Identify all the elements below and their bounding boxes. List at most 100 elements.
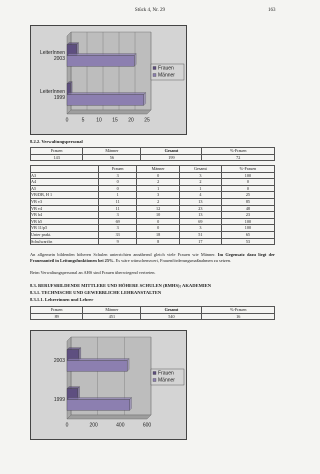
- bar-front: [66, 94, 144, 106]
- table: Frauen Männer Gesamt %-Frauen 89 451 540 16: [29, 306, 275, 321]
- cell: 53: [220, 237, 276, 246]
- bar-top: [66, 358, 130, 361]
- section-heading: 8.3. BERUFSBILDENDE MITTLERE UND HÖHERE …: [30, 283, 212, 288]
- cell: 3: [97, 211, 138, 219]
- plot-floor: [66, 414, 152, 420]
- header-cell: %-Frauen: [201, 147, 275, 155]
- bar-top: [66, 397, 133, 400]
- bar-top: [66, 53, 137, 56]
- cell: 2: [178, 178, 222, 186]
- x-tick-label: 400: [116, 422, 125, 428]
- table-row: A4 0 2 2 0: [30, 178, 276, 186]
- cell: 89: [29, 312, 84, 321]
- cell: 33: [97, 230, 138, 239]
- y-tick-label: 2003: [53, 357, 65, 364]
- cell: 4: [178, 191, 222, 199]
- x-tick-label: 0: [66, 422, 69, 428]
- header-cell: Frauen: [97, 165, 138, 173]
- cell: 3: [97, 224, 138, 232]
- text: An allgemein bildenden höheren Schulen u…: [30, 252, 218, 257]
- table: Frauen Männer Gesamt %-Frauen A3 3 0 3 100 A4 0 2 2 0…: [30, 165, 276, 246]
- bar-top: [66, 347, 82, 350]
- legend-box: [150, 63, 185, 81]
- y-tick-label-box: LeiterInnen 2003: [40, 50, 65, 62]
- cell: VB 11/p5: [30, 224, 99, 232]
- bar: [66, 386, 81, 400]
- x-tick-label: 20: [128, 117, 134, 123]
- legend-label: Männer: [158, 72, 175, 78]
- header-cell: Männer: [82, 306, 142, 314]
- bar: [66, 397, 133, 411]
- cell: 11: [97, 204, 138, 213]
- header-cell: [30, 165, 99, 173]
- table: Frauen Männer Gesamt %-Frauen 143 56 199 72: [29, 147, 275, 162]
- y-tick-label-box: LeiterInnen 1999: [40, 89, 65, 101]
- cell: 1: [97, 191, 138, 199]
- cell: 540: [140, 312, 203, 321]
- cell: 143: [29, 153, 84, 162]
- header-cell: %-Frauen: [201, 306, 275, 314]
- section-heading: 8.2.2. Verwaltungspersonal: [30, 139, 83, 144]
- bar-front: [66, 55, 135, 67]
- x-tick-label: 200: [89, 422, 98, 428]
- header-cell: Gesamt: [140, 147, 203, 155]
- cell: 23: [178, 204, 222, 213]
- bar: [66, 358, 130, 372]
- header-cell: Männer: [136, 165, 180, 173]
- table-row: VB v4 11 12 23 48: [30, 204, 276, 213]
- cell: 13: [178, 211, 222, 219]
- cell: 85: [220, 197, 276, 206]
- header-cell: Frauen: [29, 306, 84, 314]
- cell: A4: [30, 178, 99, 186]
- table-row: VB v3 11 2 13 85: [30, 197, 276, 206]
- x-tick-label: 15: [112, 117, 118, 123]
- header-cell: %-Frauen: [220, 165, 276, 173]
- cell: Schulwart/in: [30, 237, 99, 246]
- cell: 18: [136, 230, 180, 239]
- section-heading: 8.3.1. TECHNISCHE UND GEWERBLICHE LEHRAN…: [30, 290, 162, 295]
- cell: 65: [220, 230, 276, 239]
- cell: 2: [136, 178, 180, 186]
- table-row: VB/DB, H 1 1 3 4 25: [30, 191, 276, 199]
- x-tick-label: 5: [82, 117, 85, 123]
- bar-side: [134, 53, 137, 67]
- bold-text: Im Gegensatz dazu liegt der Frauenanteil…: [30, 252, 275, 263]
- cell: 16: [201, 312, 275, 321]
- cell: 3: [97, 171, 138, 180]
- table-row: Frauen Männer Gesamt %-Frauen: [29, 147, 275, 155]
- y-tick-label-box: 1999: [53, 396, 65, 403]
- y-tick-label-box: 2003: [53, 357, 65, 364]
- table-row: VB 11/p5 3 0 3 100: [30, 224, 276, 232]
- cell: VB h5: [30, 217, 99, 226]
- bar-top: [66, 92, 147, 95]
- paragraph: An allgemein bildenden höheren Schulen u…: [30, 252, 275, 263]
- x-tick-label: 25: [144, 117, 150, 123]
- cell: Unter prakt.: [30, 230, 99, 239]
- cell: 2: [136, 197, 180, 206]
- cell: 100: [220, 224, 276, 232]
- cell: 48: [220, 204, 276, 213]
- table-row: Schulwart/in 9 8 17 53: [30, 237, 276, 246]
- header-cell: Gesamt: [178, 165, 222, 173]
- bar-front: [66, 360, 128, 372]
- bar-side: [126, 358, 130, 372]
- y-tick-label: 1999: [53, 396, 65, 403]
- cell: 51: [178, 230, 222, 239]
- table-row: Frauen Männer Gesamt %-Frauen: [29, 306, 275, 314]
- table-row: VB h4 3 10 13 23: [30, 211, 276, 219]
- legend-swatch: [152, 378, 157, 382]
- cell: 3: [178, 224, 222, 232]
- cell: 69: [178, 217, 222, 226]
- cell: VB h4: [30, 211, 99, 219]
- chart: 0 5 10 15 20 25 LeiterInnen 2003 LeiterInnen 19…: [30, 25, 187, 135]
- table-row: Frauen Männer Gesamt %-Frauen: [30, 165, 276, 173]
- cell: 100: [220, 171, 276, 180]
- cell: 0: [220, 178, 276, 186]
- cell: 0: [97, 184, 138, 193]
- legend-label: Männer: [158, 377, 175, 383]
- cell: 25: [220, 191, 276, 199]
- cell: 199: [140, 153, 203, 162]
- legend-label: Frauen: [158, 65, 174, 71]
- cell: 451: [82, 312, 142, 321]
- cell: 100: [220, 217, 276, 226]
